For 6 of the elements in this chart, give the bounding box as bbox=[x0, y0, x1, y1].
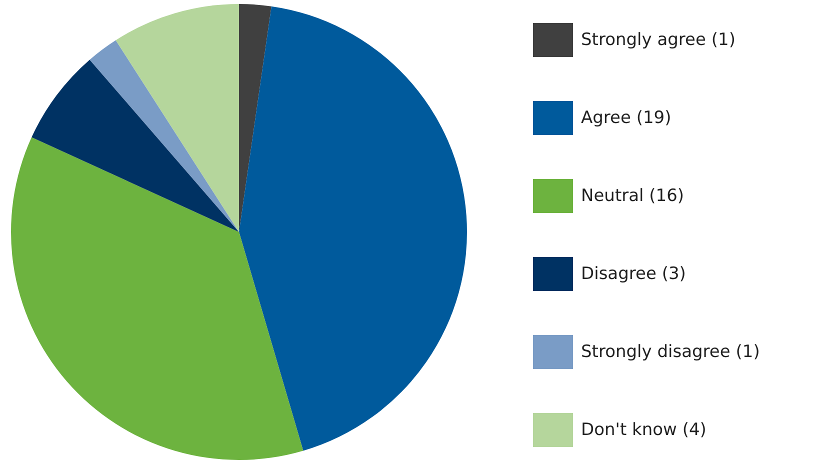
legend-label: Don't know (4) bbox=[581, 420, 706, 440]
legend-label: Disagree (3) bbox=[581, 264, 686, 284]
legend-label: Neutral (16) bbox=[581, 186, 684, 206]
legend-label: Strongly disagree (1) bbox=[581, 342, 760, 362]
legend-label: Agree (19) bbox=[581, 108, 672, 128]
legend-label: Strongly agree (1) bbox=[581, 30, 736, 50]
